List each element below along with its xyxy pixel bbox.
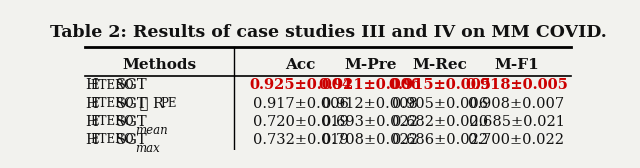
Text: ETERO: ETERO — [91, 115, 134, 128]
Text: 0.686±0.022: 0.686±0.022 — [392, 133, 488, 147]
Text: 0.720±0.019: 0.720±0.019 — [253, 115, 349, 129]
Text: 0.693±0.022: 0.693±0.022 — [322, 115, 418, 129]
Text: 0.732±0.019: 0.732±0.019 — [253, 133, 349, 147]
Text: H: H — [85, 78, 98, 93]
Text: Table 2: Results of case studies III and IV on MM COVID.: Table 2: Results of case studies III and… — [50, 24, 606, 41]
Text: 0.908±0.007: 0.908±0.007 — [468, 97, 564, 111]
Text: M-F1: M-F1 — [494, 58, 539, 72]
Text: 0.905±0.006: 0.905±0.006 — [392, 97, 488, 111]
Text: Methods: Methods — [122, 58, 196, 72]
Text: Acc: Acc — [285, 58, 316, 72]
Text: 0.708±0.022: 0.708±0.022 — [322, 133, 418, 147]
Text: ETERO: ETERO — [91, 97, 134, 110]
Text: 0.912±0.008: 0.912±0.008 — [322, 97, 418, 111]
Text: SGT: SGT — [116, 115, 147, 129]
Text: 0.682±0.020: 0.682±0.020 — [392, 115, 488, 129]
Text: M-Pre: M-Pre — [344, 58, 396, 72]
Text: 0.917±0.006: 0.917±0.006 — [253, 97, 349, 111]
Text: M-Rec: M-Rec — [412, 58, 467, 72]
Text: ETERO: ETERO — [91, 133, 134, 146]
Text: ∅ R: ∅ R — [135, 97, 164, 111]
Text: H: H — [85, 133, 98, 147]
Text: 0.915±0.005: 0.915±0.005 — [388, 78, 491, 93]
Text: SGT: SGT — [116, 78, 147, 93]
Text: SGT: SGT — [116, 97, 147, 111]
Text: 0.921±0.006: 0.921±0.006 — [319, 78, 422, 93]
Text: H: H — [85, 97, 98, 111]
Text: mean: mean — [135, 124, 168, 137]
Text: PE: PE — [161, 97, 177, 110]
Text: SGT: SGT — [116, 133, 147, 147]
Text: 0.918±0.005: 0.918±0.005 — [465, 78, 568, 93]
Text: ETERO: ETERO — [91, 79, 134, 92]
Text: max: max — [135, 142, 159, 155]
Text: H: H — [85, 115, 98, 129]
Text: 0.925±0.004: 0.925±0.004 — [250, 78, 352, 93]
Text: 0.685±0.021: 0.685±0.021 — [468, 115, 564, 129]
Text: 0.700±0.022: 0.700±0.022 — [468, 133, 564, 147]
